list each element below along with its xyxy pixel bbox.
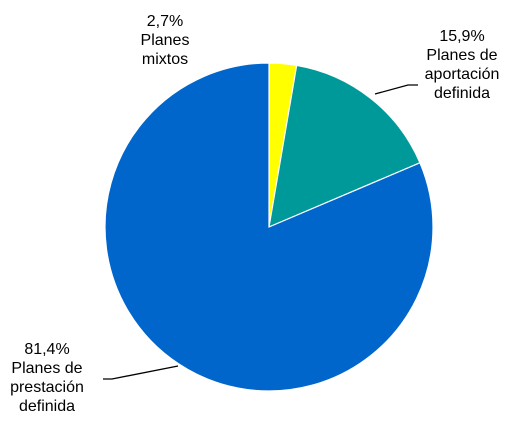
slice-label-line: 15,9%	[439, 28, 484, 45]
slice-label-line: aportación	[425, 66, 500, 83]
slice-label-line: mixtos	[142, 51, 188, 68]
labels-layer: 2,7% Planes mixtos 15,9% Planes de aportación…	[10, 13, 499, 415]
slice-label-line: 81,4%	[24, 341, 69, 358]
slice-label-line: Planes de	[426, 47, 497, 64]
leader-line-2	[103, 365, 179, 380]
slice-label-line: definida	[19, 398, 75, 415]
slice-label-2: 81,4% Planes de prestación definida	[10, 341, 84, 415]
slice-label-line: definida	[434, 85, 490, 102]
slice-label-line: Planes	[141, 32, 190, 49]
slice-label-1: 15,9% Planes de aportación definida	[425, 28, 500, 102]
pie-slice-1	[268, 64, 421, 228]
slices-layer	[104, 62, 434, 392]
slice-label-line: 2,7%	[147, 13, 183, 30]
slice-label-0: 2,7% Planes mixtos	[141, 13, 190, 68]
leader-line-1	[374, 84, 418, 95]
slice-label-line: Planes de	[11, 360, 82, 377]
pie-slice-2	[104, 62, 434, 392]
slice-label-line: prestación	[10, 379, 84, 396]
leader-lines-layer	[103, 84, 418, 380]
